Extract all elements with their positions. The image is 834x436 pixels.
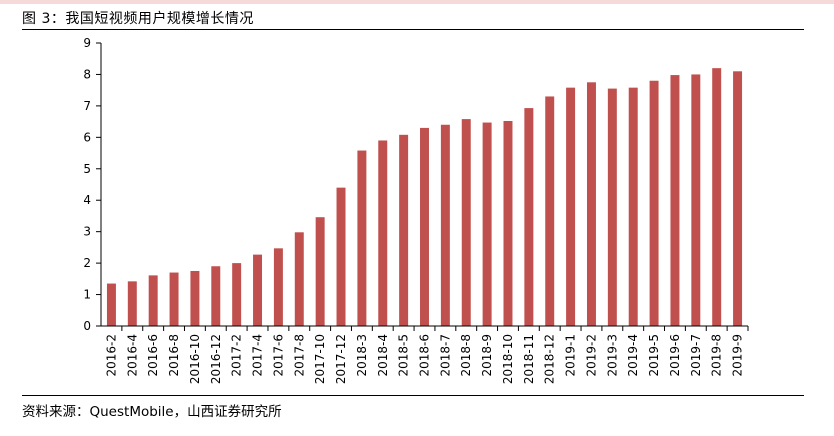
x-tick-label: 2016-12 (209, 334, 223, 384)
x-tick-label: 2019-7 (689, 334, 703, 377)
bar (315, 217, 325, 326)
x-tick-label: 2018-9 (480, 334, 494, 377)
x-tick-label: 2017-8 (292, 334, 306, 377)
x-tick-label: 2018-6 (418, 334, 432, 377)
y-tick-label: 1 (83, 288, 91, 302)
x-tick-label: 2017-4 (251, 334, 265, 377)
bar (545, 96, 555, 326)
x-tick-label: 2019-6 (668, 334, 682, 377)
header-band (0, 0, 834, 4)
x-tick-label: 2016-6 (146, 334, 160, 377)
bar (607, 88, 617, 326)
y-tick-label: 5 (83, 162, 91, 176)
bar (461, 119, 471, 327)
bar (586, 82, 596, 326)
bar (378, 140, 388, 326)
y-tick-label: 6 (83, 130, 91, 144)
y-tick-label: 3 (83, 225, 91, 239)
x-tick-label: 2019-8 (710, 334, 724, 377)
bar (503, 120, 513, 326)
title-rule (22, 29, 804, 30)
x-tick-label: 2018-10 (501, 334, 515, 384)
bar (148, 275, 158, 326)
bar (169, 272, 179, 326)
bar (273, 248, 283, 326)
y-tick-label: 9 (83, 36, 91, 50)
bar (420, 127, 429, 327)
x-tick-label: 2019-3 (605, 334, 619, 377)
x-tick-label: 2019-2 (584, 334, 598, 377)
bar (670, 75, 680, 326)
x-tick-label: 2018-8 (459, 334, 473, 377)
x-tick-label: 2016-8 (167, 334, 181, 377)
y-tick-label: 7 (83, 99, 91, 113)
bar (127, 281, 137, 326)
x-tick-label: 2016-4 (125, 334, 139, 377)
x-tick-label: 2017-6 (271, 334, 285, 377)
x-tick-label: 2017-2 (230, 334, 244, 377)
y-tick-label: 0 (83, 319, 91, 333)
y-tick-label: 2 (83, 256, 91, 270)
figure-title: 图 3：我国短视频用户规模增长情况 (22, 11, 254, 27)
bar (440, 124, 450, 326)
x-tick-label: 2016-10 (188, 334, 202, 384)
bar (211, 266, 221, 326)
x-tick-label: 2019-1 (564, 334, 578, 377)
bar (106, 283, 116, 326)
x-axis: 2016-2 2016-4 2016-6 2016-8 2016-10 2016-12 20… (101, 325, 749, 384)
bar (712, 68, 722, 327)
x-tick-label: 2018-11 (522, 334, 536, 384)
bar (524, 108, 534, 326)
x-tick-label: 2016-2 (104, 334, 118, 377)
x-tick-label: 2019-4 (626, 334, 640, 377)
bar (399, 134, 409, 326)
bar (628, 87, 638, 326)
bar (649, 80, 659, 326)
x-tick-label: 2018-3 (355, 334, 369, 377)
bar (336, 187, 346, 326)
x-tick-label: 2017-10 (313, 334, 327, 384)
x-tick-label: 2018-5 (397, 334, 411, 377)
source-rule (22, 395, 804, 396)
source-note: 资料来源：QuestMobile，山西证券研究所 (22, 404, 282, 420)
x-tick-label: 2019-5 (647, 334, 661, 377)
y-axis: 0 1 2 3 4 5 6 7 8 9 (83, 36, 102, 333)
bar (232, 263, 242, 326)
y-tick-label: 4 (83, 193, 91, 207)
bar (357, 150, 367, 326)
x-tick-label: 2018-4 (376, 334, 390, 377)
x-tick-label: 2018-7 (438, 334, 452, 377)
bar (482, 122, 492, 326)
bar (733, 71, 743, 326)
x-tick-label: 2017-12 (334, 334, 348, 384)
bar (294, 232, 304, 326)
bar (691, 74, 701, 326)
x-tick-label: 2018-12 (543, 334, 557, 384)
x-tick-label: 2019-9 (731, 334, 745, 377)
y-tick-label: 8 (83, 67, 91, 81)
bars-group (106, 68, 743, 327)
bar (190, 270, 200, 326)
bar (253, 254, 263, 326)
bar (566, 87, 576, 326)
